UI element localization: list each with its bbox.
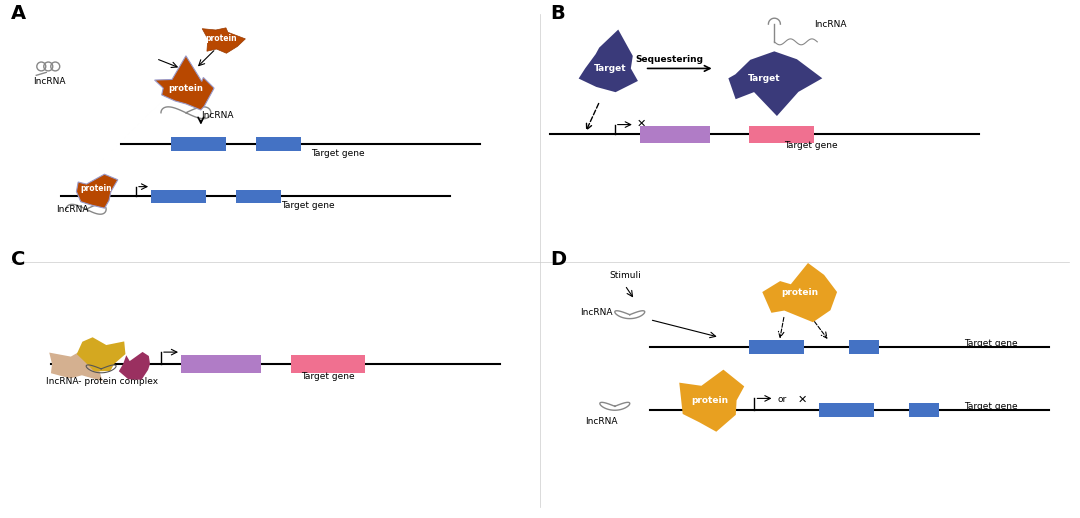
PathPatch shape [119, 352, 150, 380]
PathPatch shape [762, 263, 837, 322]
Text: protein: protein [781, 287, 818, 296]
Text: Target gene: Target gene [964, 402, 1017, 411]
Text: Target gene: Target gene [964, 339, 1017, 348]
PathPatch shape [679, 370, 744, 431]
Text: D: D [550, 250, 566, 269]
Text: lncRNA: lncRNA [201, 111, 233, 120]
Bar [750, 340, 805, 354]
Text: lncRNA: lncRNA [585, 417, 618, 426]
Text: Target gene: Target gene [281, 202, 335, 210]
Bar [171, 137, 226, 151]
Text: lncRNA: lncRNA [814, 20, 847, 29]
PathPatch shape [728, 51, 822, 116]
Text: lncRNA: lncRNA [56, 205, 89, 214]
Text: protein: protein [168, 83, 203, 93]
Text: lncRNA: lncRNA [33, 77, 66, 86]
Text: protein: protein [205, 34, 237, 44]
Text: Target: Target [594, 64, 626, 73]
Text: C: C [12, 250, 26, 269]
Bar [849, 340, 879, 354]
Text: B: B [550, 4, 565, 23]
Bar [291, 355, 365, 373]
Text: Target gene: Target gene [300, 372, 354, 381]
Text: Target: Target [748, 74, 781, 83]
Text: or: or [778, 395, 786, 405]
Text: A: A [12, 4, 27, 23]
Text: ✕: ✕ [637, 119, 646, 128]
PathPatch shape [154, 56, 214, 110]
Bar [820, 404, 874, 417]
Text: Stimuli: Stimuli [610, 271, 642, 280]
PathPatch shape [77, 174, 118, 208]
Bar [750, 125, 814, 143]
Bar [235, 190, 281, 204]
Bar [151, 190, 206, 204]
Text: ✕: ✕ [797, 394, 807, 405]
Text: lncRNA: lncRNA [580, 308, 612, 316]
Text: Target gene: Target gene [784, 141, 838, 150]
PathPatch shape [579, 30, 638, 92]
Text: lncRNA- protein complex: lncRNA- protein complex [46, 377, 159, 385]
Text: Sequestering: Sequestering [636, 54, 704, 64]
Bar [909, 404, 939, 417]
PathPatch shape [50, 348, 103, 381]
Bar [639, 125, 710, 143]
PathPatch shape [202, 28, 245, 53]
PathPatch shape [77, 337, 125, 371]
Text: Target gene: Target gene [311, 149, 364, 158]
Text: protein: protein [691, 396, 728, 405]
Bar [256, 137, 300, 151]
Bar [181, 355, 260, 373]
Text: protein: protein [80, 184, 112, 193]
